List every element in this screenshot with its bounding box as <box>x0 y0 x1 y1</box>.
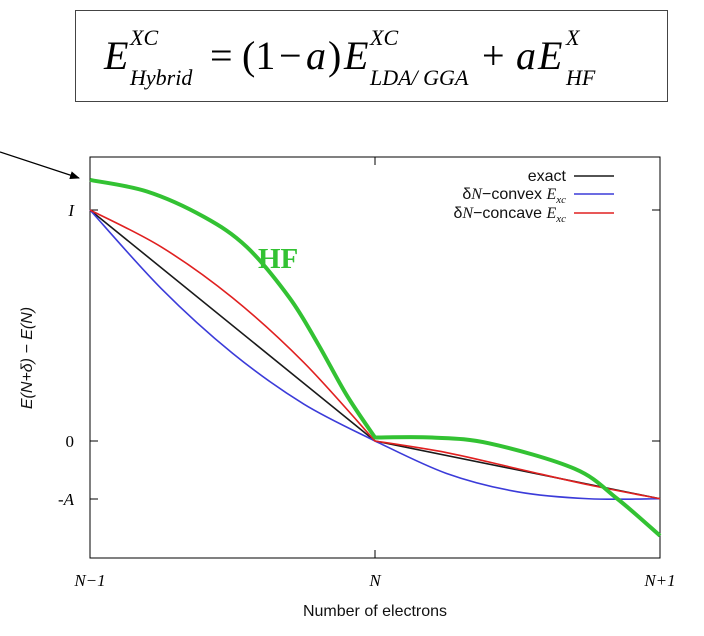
legend-label-convex: δN−convex Exc <box>462 186 566 206</box>
series-line-exact <box>89 209 661 500</box>
formula-term1-minus: − <box>279 33 302 78</box>
x-tick-label-N: N <box>368 571 382 590</box>
formula-lhs-superscript: XC <box>129 25 158 50</box>
formula-box: E XC Hybrid = (1 − a ) E XC LDA/ GGA + a… <box>75 10 668 102</box>
series-layer <box>89 178 662 538</box>
formula-term1-close: ) <box>328 33 341 78</box>
series-line-convex <box>89 209 661 501</box>
formula-term1-a: a <box>306 33 326 78</box>
legend-label-concave: δN−concave Exc <box>453 205 566 225</box>
y-tick-label-I: I <box>67 201 75 220</box>
x-axis-title: Number of electrons <box>303 603 447 620</box>
annotation-arrow <box>0 151 80 179</box>
formula-term1-subscript: LDA/ GGA <box>369 65 469 90</box>
formula-term1-open: (1 <box>242 33 275 78</box>
formula-term2-a: a <box>516 33 536 78</box>
series-line-hf <box>89 178 662 538</box>
y-axis-title: E(N+δ) − E(N) <box>19 307 36 409</box>
legend-label-exact: exact <box>528 168 567 185</box>
hf-curve-label: HF <box>258 243 298 275</box>
formula-plus: + <box>482 33 505 78</box>
x-tick-label-N-plus-1: N+1 <box>643 571 675 590</box>
formula-equals: = <box>210 33 233 78</box>
formula-lhs-symbol: E <box>103 33 128 78</box>
formula-term2-subscript: HF <box>565 65 596 90</box>
formula-term1-superscript: XC <box>369 25 398 50</box>
x-tick-label-N-minus-1: N−1 <box>73 571 105 590</box>
legend: exact δN−convex Exc δN−concave Exc <box>453 168 614 225</box>
series-line-concave <box>89 209 661 500</box>
y-tick-label-minus-A: -A <box>58 490 75 509</box>
y-tick-label-0: 0 <box>66 432 75 451</box>
formula-term2-superscript: X <box>565 25 581 50</box>
hybrid-functional-formula: E XC Hybrid = (1 − a ) E XC LDA/ GGA + a… <box>103 25 596 90</box>
formula-term2-symbol: E <box>537 33 562 78</box>
formula-lhs-subscript: Hybrid <box>129 65 193 90</box>
formula-term1-symbol: E <box>343 33 368 78</box>
